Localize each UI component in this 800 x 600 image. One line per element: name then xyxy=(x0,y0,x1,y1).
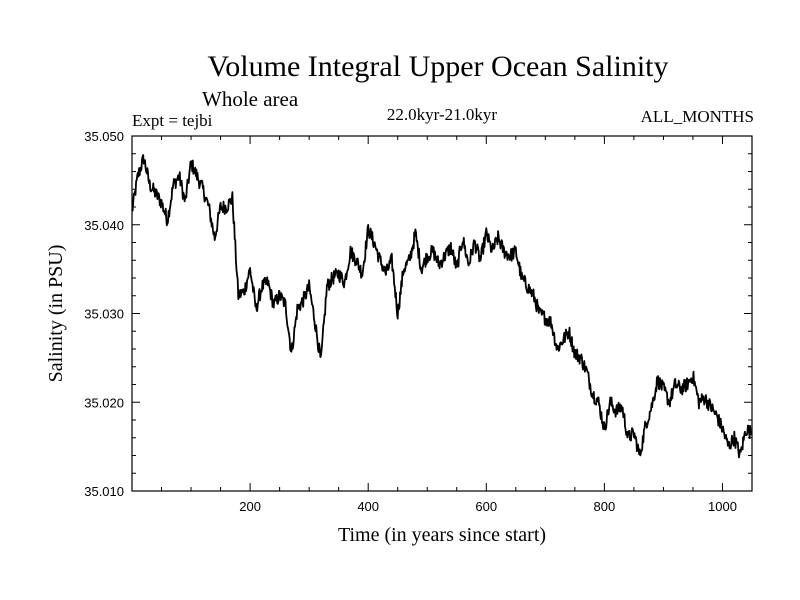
y-tick-label: 35.050 xyxy=(84,129,124,144)
x-axis-label: Time (in years since start) xyxy=(338,524,546,546)
x-tick-label: 1000 xyxy=(708,499,737,514)
x-tick-label: 800 xyxy=(594,499,616,514)
period-label: 22.0kyr-21.0kyr xyxy=(386,105,498,124)
y-tick-label: 35.010 xyxy=(84,484,124,499)
x-tick-label: 600 xyxy=(475,499,497,514)
chart-subtitle: Whole area xyxy=(202,87,299,111)
y-tick-label: 35.030 xyxy=(84,307,124,322)
y-axis-label: Salinity (in PSU) xyxy=(45,245,67,383)
x-tick-label: 400 xyxy=(357,499,379,514)
chart-title: Volume Integral Upper Ocean Salinity xyxy=(207,50,669,83)
months-label: ALL_MONTHS xyxy=(640,107,754,126)
salinity-series-line xyxy=(131,154,753,459)
x-tick-label: 200 xyxy=(239,499,261,514)
y-tick-label: 35.040 xyxy=(84,218,124,233)
plot-frame xyxy=(131,135,753,492)
y-tick-label: 35.020 xyxy=(84,395,124,410)
experiment-label: Expt = tejbi xyxy=(132,111,213,130)
